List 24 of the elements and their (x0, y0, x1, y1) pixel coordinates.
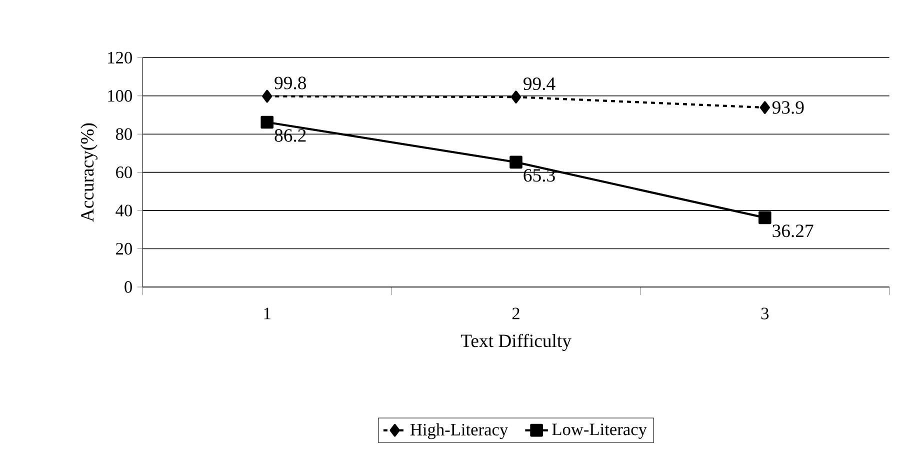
point (262, 90, 272, 103)
y-tick-label: 40 (116, 204, 132, 216)
x-axis-title: Text Difficulty (460, 334, 572, 352)
data-label: 36.27 (772, 224, 814, 238)
data-label: 99.8 (274, 76, 306, 90)
y-tick-label: 100 (108, 90, 132, 102)
y-axis-title: Accuracy(%) (80, 123, 98, 222)
y-tick-label: 120 (108, 52, 132, 64)
x-tick-label: 3 (761, 308, 769, 320)
point (510, 156, 522, 169)
y-tick-label: 80 (116, 128, 132, 140)
x-tick-label: 2 (512, 308, 520, 320)
legend-label: High-Literacy (410, 423, 508, 440)
legend-label: Low-Literacy (552, 424, 647, 439)
point (760, 101, 770, 114)
y-tick-label: 60 (116, 166, 132, 178)
data-label: 93.9 (772, 101, 804, 114)
point (260, 116, 274, 129)
y-tick-label: 20 (116, 242, 132, 255)
point (510, 90, 522, 104)
x-tick-label: 1 (264, 308, 270, 320)
point (758, 211, 772, 224)
data-label: 99.4 (524, 77, 556, 90)
y-tick-label: 0 (124, 281, 132, 293)
